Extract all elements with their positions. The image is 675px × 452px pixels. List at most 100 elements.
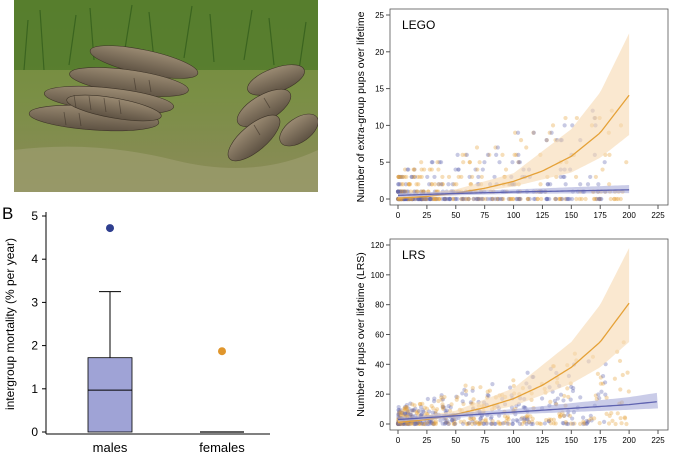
female-point: [561, 413, 567, 418]
female-point: [616, 196, 621, 202]
female-point: [553, 196, 558, 202]
female-point: [416, 421, 421, 426]
female-point: [535, 196, 540, 202]
female-point: [436, 196, 441, 202]
female-point: [612, 376, 617, 381]
female-point: [477, 160, 482, 165]
female-point: [412, 403, 417, 408]
female-point: [507, 196, 512, 202]
male-point: [488, 196, 493, 202]
female-point: [419, 174, 424, 180]
male-point: [478, 416, 483, 421]
female-point: [442, 394, 447, 400]
male-point: [484, 421, 489, 426]
male-point: [517, 196, 522, 202]
female-point: [607, 413, 612, 418]
male-point: [413, 421, 418, 426]
male-point: [441, 196, 447, 202]
male-point: [522, 417, 527, 422]
female-point: [461, 401, 466, 407]
male-point: [444, 196, 449, 202]
male-point: [400, 174, 405, 180]
male-point: [485, 152, 491, 157]
female-point: [606, 421, 612, 426]
male-point: [418, 196, 424, 202]
female-point: [400, 174, 405, 180]
x-tick-label: 25: [422, 436, 431, 445]
female-point: [439, 395, 444, 400]
male-point: [581, 415, 586, 420]
male-point: [562, 123, 567, 128]
female-point: [436, 182, 442, 187]
male-point: [602, 380, 608, 385]
male-point: [475, 196, 480, 202]
female-point: [459, 174, 464, 180]
female-point: [435, 160, 440, 165]
female-point: [402, 174, 407, 180]
female-point: [544, 138, 549, 143]
female-point: [417, 421, 423, 426]
female-point: [449, 402, 454, 407]
male-point: [445, 419, 450, 424]
male-point: [450, 417, 455, 422]
male-point: [447, 196, 452, 202]
female-point: [446, 174, 452, 180]
male-point: [396, 182, 401, 187]
male-point: [437, 160, 442, 165]
male-point: [517, 421, 523, 427]
female-point: [436, 398, 441, 404]
female-point: [567, 413, 572, 418]
female-point: [468, 416, 474, 422]
female-point: [563, 115, 568, 121]
female-point: [553, 421, 558, 426]
female-point: [396, 189, 401, 194]
female-point: [538, 182, 543, 187]
female-point: [518, 196, 523, 202]
male-point: [409, 408, 415, 413]
male-point: [404, 189, 410, 194]
male-point: [399, 189, 404, 194]
male-point: [443, 196, 448, 202]
male-point: [396, 411, 401, 417]
female-point: [423, 410, 428, 415]
female-point: [432, 196, 437, 202]
mortality-boxplot: intergroup mortality (% per year) 0 1 2 3 4 5…: [3, 209, 270, 452]
male-point: [600, 373, 606, 379]
male-point: [477, 420, 482, 425]
male-point: [486, 393, 491, 398]
female-point: [607, 182, 612, 187]
male-point: [525, 196, 531, 202]
female-point: [422, 421, 427, 427]
male-point: [404, 411, 409, 416]
female-point: [537, 421, 542, 426]
female-point: [500, 196, 505, 202]
female-point: [477, 196, 482, 202]
male-point: [396, 408, 401, 413]
female-point: [402, 407, 407, 412]
male-point: [547, 196, 552, 202]
female-point: [417, 174, 422, 180]
female-point: [399, 189, 404, 194]
male-point: [545, 182, 551, 187]
male-point: [415, 196, 420, 202]
male-point: [409, 174, 414, 180]
male-point: [433, 196, 438, 202]
female-point: [414, 409, 419, 414]
female-point: [466, 196, 471, 202]
female-point: [502, 414, 508, 419]
male-point: [402, 189, 407, 194]
x-tick-label: 0: [396, 436, 401, 445]
female-point: [622, 415, 627, 420]
male-point: [516, 152, 521, 157]
female-point: [525, 415, 530, 421]
female-point: [408, 412, 413, 417]
female-point: [598, 375, 603, 380]
female-point: [463, 152, 468, 157]
male-point: [492, 174, 497, 180]
female-point: [578, 421, 583, 427]
male-point: [565, 196, 570, 202]
male-point: [460, 421, 466, 426]
male-point: [463, 392, 469, 397]
male-point: [561, 421, 566, 426]
y-tick-label: 0: [380, 195, 385, 204]
